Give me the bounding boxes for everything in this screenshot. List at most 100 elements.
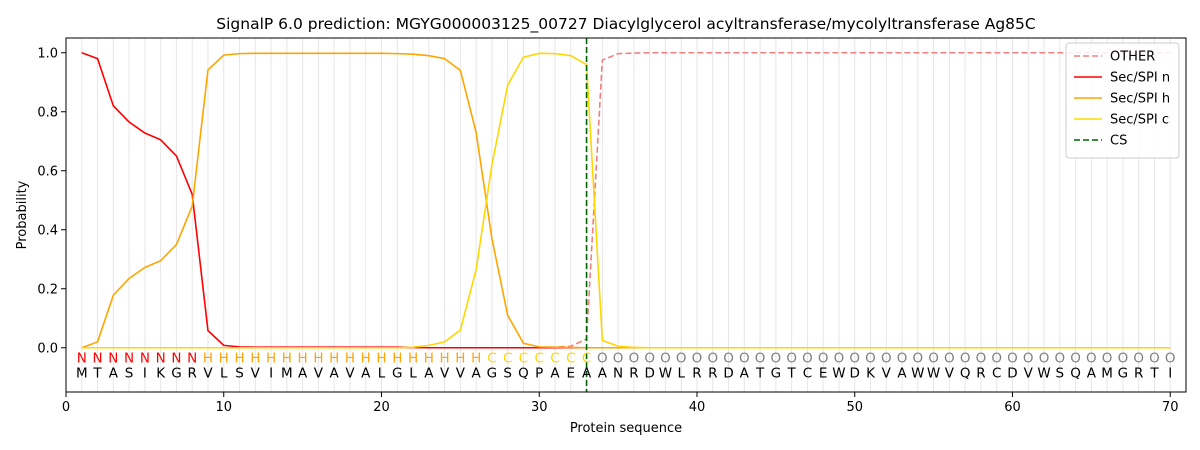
state-label: C [582, 351, 591, 367]
x-tick-label: 10 [215, 400, 232, 415]
x-tick-label: 60 [1004, 400, 1021, 415]
state-label: H [361, 351, 371, 367]
residue-label: L [378, 365, 386, 381]
legend-label: Sec/SPI c [1110, 113, 1169, 128]
state-label: C [566, 351, 575, 367]
residue-label: V [203, 365, 213, 381]
state-label: C [503, 351, 512, 367]
residue-label: V [440, 365, 450, 381]
state-label: H [250, 351, 260, 367]
x-tick-label: 0 [62, 400, 70, 415]
state-label: O [897, 351, 908, 367]
state-label: C [487, 351, 496, 367]
state-label: O [834, 351, 845, 367]
residue-label: R [188, 365, 197, 381]
residue-label: G [1118, 365, 1128, 381]
state-label: H [345, 351, 355, 367]
state-label: C [535, 351, 544, 367]
plot-series [81, 51, 1171, 349]
residue-label: W [911, 365, 924, 381]
residue-label: S [503, 365, 512, 381]
residue-label: A [361, 365, 371, 381]
x-axis: 0 10 20 30 40 50 60 70 [62, 392, 1178, 415]
residue-label: Q [518, 365, 529, 381]
residue-label: E [567, 365, 576, 381]
y-tick-label: 1.0 [37, 46, 58, 61]
state-label: O [1039, 351, 1050, 367]
residue-label: V [1024, 365, 1034, 381]
residue-label: W [1037, 365, 1050, 381]
state-label: H [424, 351, 434, 367]
state-label: H [392, 351, 402, 367]
residue-label: S [125, 365, 134, 381]
state-label: O [613, 351, 624, 367]
residue-label: L [677, 365, 685, 381]
state-label: O [913, 351, 924, 367]
residue-label: A [424, 365, 434, 381]
residue-label: P [535, 365, 543, 381]
x-tick-label: 20 [373, 400, 390, 415]
residue-label: A [298, 365, 308, 381]
legend-box [1065, 42, 1180, 159]
state-label: O [1102, 351, 1113, 367]
legend: OTHER Sec/SPI n Sec/SPI h Sec/SPI c CS [1065, 42, 1180, 159]
state-label: O [1023, 351, 1034, 367]
state-label: O [928, 351, 939, 367]
residue-label: C [803, 365, 812, 381]
state-label: H [440, 351, 450, 367]
residue-label: I [269, 365, 273, 381]
y-axis: 0.0 0.2 0.4 0.6 0.8 1.0 [37, 46, 66, 356]
state-label: N [187, 351, 197, 367]
y-tick-label: 0.0 [37, 341, 58, 356]
residue-label: V [456, 365, 466, 381]
state-label: O [1054, 351, 1065, 367]
series-line-sec-spi-n [81, 52, 1171, 349]
y-tick-label: 0.6 [37, 164, 58, 179]
x-tick-label: 40 [689, 400, 706, 415]
legend-label: CS [1110, 134, 1127, 149]
state-label: O [976, 351, 987, 367]
state-label: O [692, 351, 703, 367]
state-label: O [1149, 351, 1160, 367]
plot-frame [65, 37, 1187, 393]
residue-label: R [629, 365, 638, 381]
residue-label: M [76, 365, 88, 381]
residue-label: I [1168, 365, 1172, 381]
state-label: H [471, 351, 481, 367]
residue-label: L [220, 365, 228, 381]
state-label: C [519, 351, 528, 367]
state-label: N [77, 351, 87, 367]
residue-label: R [1134, 365, 1143, 381]
state-label: H [408, 351, 418, 367]
residue-label: T [787, 365, 797, 381]
state-label: O [1086, 351, 1097, 367]
residue-label: G [392, 365, 402, 381]
residue-label: A [740, 365, 750, 381]
state-label: O [644, 351, 655, 367]
state-label: H [298, 351, 308, 367]
state-label: N [108, 351, 118, 367]
y-tick-label: 0.4 [37, 223, 58, 238]
state-label: C [550, 351, 559, 367]
residue-label: V [314, 365, 324, 381]
residue-label: K [156, 365, 166, 381]
residue-label: V [945, 365, 955, 381]
state-label: O [881, 351, 892, 367]
residue-label: L [409, 365, 417, 381]
state-label: O [739, 351, 750, 367]
plot-grid [81, 38, 1171, 392]
residue-label: G [171, 365, 181, 381]
state-label: O [1007, 351, 1018, 367]
legend-label: Sec/SPI h [1110, 92, 1170, 107]
state-label: N [124, 351, 134, 367]
residue-label: V [345, 365, 355, 381]
x-tick-label: 50 [846, 400, 863, 415]
residue-label: N [613, 365, 623, 381]
state-label: O [786, 351, 797, 367]
residue-label: R [692, 365, 701, 381]
state-label: O [597, 351, 608, 367]
residue-label: D [644, 365, 654, 381]
state-label: O [1165, 351, 1176, 367]
state-label: H [219, 351, 229, 367]
